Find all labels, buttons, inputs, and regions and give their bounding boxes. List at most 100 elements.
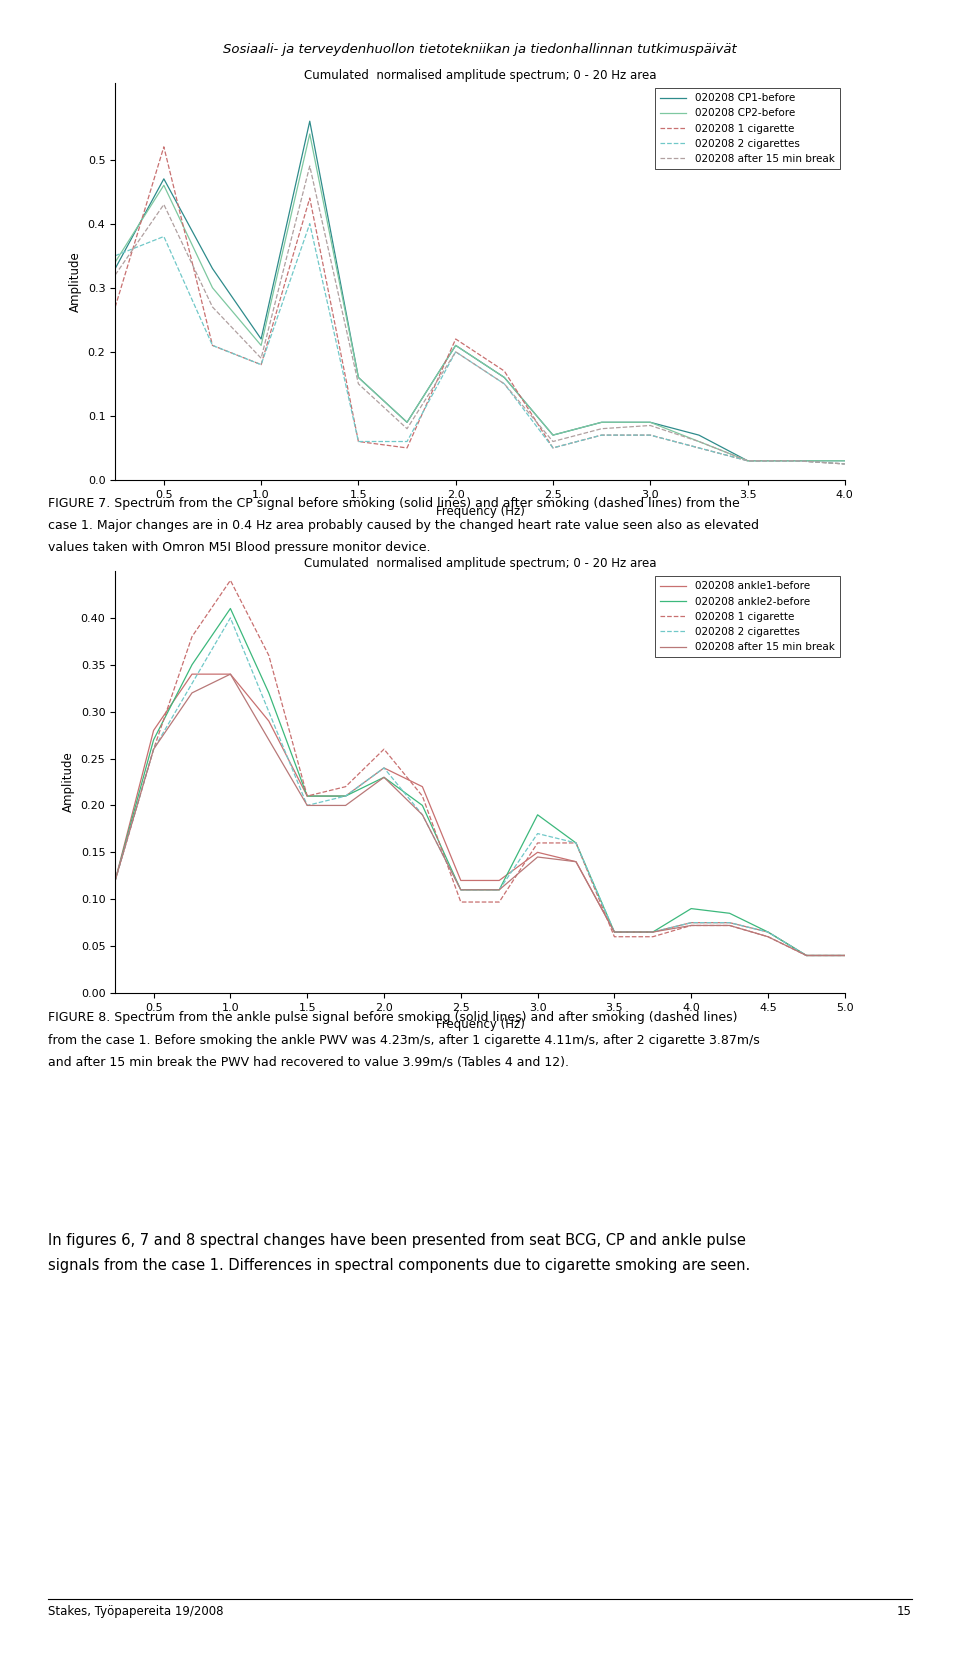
020208 1 cigarette — [839, 945, 851, 965]
020208 2 cigarettes — [186, 674, 198, 693]
020208 1 cigarette — [742, 450, 754, 470]
020208 CP1-before — [693, 425, 705, 445]
020208 2 cigarettes — [340, 786, 351, 806]
Line: 020208 CP1-before: 020208 CP1-before — [115, 121, 845, 460]
020208 2 cigarettes — [742, 450, 754, 470]
020208 CP2-before — [401, 412, 413, 432]
020208 ankle2-before — [493, 880, 505, 900]
020208 ankle1-before — [762, 922, 774, 942]
020208 1 cigarette — [109, 296, 121, 316]
020208 ankle2-before — [839, 945, 851, 965]
020208 after 15 min break — [263, 730, 275, 750]
020208 after 15 min break — [493, 880, 505, 900]
020208 ankle1-before — [301, 786, 313, 806]
020208 after 15 min break — [378, 768, 390, 788]
Text: signals from the case 1. Differences in spectral components due to cigarette smo: signals from the case 1. Differences in … — [48, 1258, 751, 1273]
020208 1 cigarette — [304, 189, 316, 209]
020208 1 cigarette — [644, 425, 656, 445]
020208 2 cigarettes — [685, 914, 697, 933]
020208 2 cigarettes — [378, 758, 390, 778]
020208 1 cigarette — [685, 915, 697, 935]
020208 after 15 min break — [225, 664, 236, 684]
020208 1 cigarette — [417, 786, 428, 806]
020208 2 cigarettes — [839, 453, 851, 473]
020208 1 cigarette — [148, 740, 159, 760]
Line: 020208 ankle2-before: 020208 ankle2-before — [115, 609, 845, 955]
020208 after 15 min break — [158, 195, 170, 215]
020208 after 15 min break — [304, 156, 316, 175]
020208 2 cigarettes — [790, 450, 802, 470]
020208 ankle1-before — [647, 922, 659, 942]
Line: 020208 1 cigarette: 020208 1 cigarette — [115, 581, 845, 955]
020208 ankle1-before — [532, 842, 543, 862]
020208 ankle2-before — [685, 899, 697, 919]
020208 CP1-before — [498, 367, 510, 387]
020208 1 cigarette — [109, 871, 121, 890]
020208 ankle1-before — [455, 871, 467, 890]
020208 after 15 min break — [839, 453, 851, 473]
020208 CP1-before — [109, 258, 121, 278]
Legend: 020208 CP1-before, 020208 CP2-before, 020208 1 cigarette, 020208 2 cigarettes, 0: 020208 CP1-before, 020208 CP2-before, 02… — [655, 88, 840, 169]
020208 after 15 min break — [301, 796, 313, 816]
020208 2 cigarettes — [724, 914, 735, 933]
020208 1 cigarette — [498, 361, 510, 381]
020208 ankle1-before — [148, 720, 159, 740]
020208 2 cigarettes — [647, 922, 659, 942]
020208 1 cigarette — [158, 137, 170, 157]
020208 ankle1-before — [263, 712, 275, 732]
X-axis label: Frequency (Hz): Frequency (Hz) — [436, 505, 524, 518]
020208 after 15 min break — [685, 915, 697, 935]
020208 ankle2-before — [532, 804, 543, 824]
020208 2 cigarettes — [493, 880, 505, 900]
020208 CP2-before — [304, 124, 316, 144]
020208 ankle1-before — [801, 945, 812, 965]
Text: 15: 15 — [898, 1605, 912, 1619]
020208 2 cigarettes — [570, 832, 582, 852]
020208 after 15 min break — [417, 804, 428, 824]
Text: Stakes, Työpapereita 19/2008: Stakes, Työpapereita 19/2008 — [48, 1605, 224, 1619]
020208 after 15 min break — [801, 945, 812, 965]
020208 2 cigarettes — [455, 880, 467, 900]
020208 CP1-before — [547, 425, 559, 445]
020208 1 cigarette — [532, 832, 543, 852]
020208 1 cigarette — [647, 927, 659, 947]
020208 CP1-before — [255, 329, 267, 349]
020208 2 cigarettes — [255, 354, 267, 374]
020208 after 15 min break — [570, 852, 582, 872]
Y-axis label: Amplitude: Amplitude — [62, 751, 75, 813]
020208 CP2-before — [206, 278, 218, 298]
020208 2 cigarettes — [158, 227, 170, 247]
020208 1 cigarette — [225, 571, 236, 591]
020208 CP2-before — [109, 252, 121, 271]
020208 after 15 min break — [186, 684, 198, 703]
Text: values taken with Omron M5I Blood pressure monitor device.: values taken with Omron M5I Blood pressu… — [48, 541, 430, 554]
020208 1 cigarette — [255, 354, 267, 374]
020208 CP2-before — [498, 367, 510, 387]
020208 1 cigarette — [352, 432, 364, 452]
Line: 020208 ankle1-before: 020208 ankle1-before — [115, 674, 845, 955]
020208 2 cigarettes — [206, 336, 218, 356]
020208 2 cigarettes — [109, 871, 121, 890]
020208 1 cigarette — [263, 645, 275, 665]
020208 ankle2-before — [301, 786, 313, 806]
Text: In figures 6, 7 and 8 spectral changes have been presented from seat BCG, CP and: In figures 6, 7 and 8 spectral changes h… — [48, 1233, 746, 1248]
020208 2 cigarettes — [417, 804, 428, 824]
020208 CP2-before — [450, 336, 462, 356]
020208 CP2-before — [352, 367, 364, 387]
020208 1 cigarette — [801, 945, 812, 965]
020208 ankle1-before — [186, 664, 198, 684]
020208 2 cigarettes — [352, 432, 364, 452]
020208 1 cigarette — [340, 776, 351, 796]
020208 1 cigarette — [186, 627, 198, 647]
020208 after 15 min break — [352, 374, 364, 394]
020208 ankle2-before — [340, 786, 351, 806]
020208 1 cigarette — [790, 450, 802, 470]
Text: Sosiaali- ja terveydenhuollon tietotekniikan ja tiedonhallinnan tutkimuspäivät: Sosiaali- ja terveydenhuollon tietotekni… — [223, 43, 737, 56]
Text: case 1. Major changes are in 0.4 Hz area probably caused by the changed heart ra: case 1. Major changes are in 0.4 Hz area… — [48, 520, 759, 531]
020208 CP1-before — [158, 169, 170, 189]
020208 1 cigarette — [206, 336, 218, 356]
020208 2 cigarettes — [644, 425, 656, 445]
020208 CP2-before — [547, 425, 559, 445]
020208 2 cigarettes — [304, 213, 316, 233]
020208 CP1-before — [206, 258, 218, 278]
